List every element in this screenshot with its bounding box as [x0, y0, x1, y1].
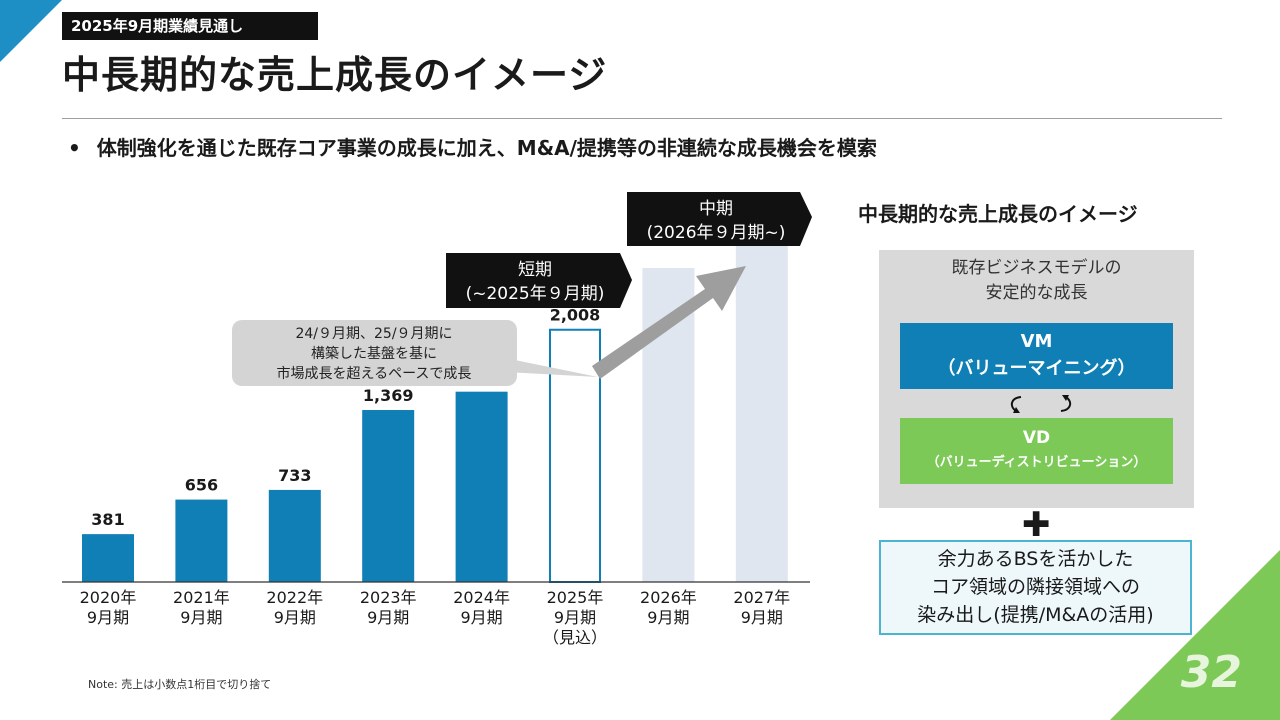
bar-3	[268, 489, 321, 582]
bullet-text: 体制強化を通じた既存コア事業の成長に加え、M&A/提携等の非連続な成長機会を模索	[96, 136, 877, 160]
x-tick-label-4-1: 2023年	[360, 588, 417, 607]
speech-bubble: 24/９月期、25/９月期に 構築した基盤を基に 市場成長を超えるペースで成長	[232, 320, 598, 386]
cycle-arrows-icon	[1010, 395, 1072, 413]
bullet-point: • 体制強化を通じた既存コア事業の成長に加え、M&A/提携等の非連続な成長機会を模…	[68, 132, 877, 161]
vd-box: VD （バリューディストリビューション）	[900, 418, 1173, 484]
x-tick-label-8-1: 2027年	[733, 588, 790, 607]
vm-box: VM （バリューマイニング）	[900, 323, 1173, 389]
x-tick-label-4-2: 9月期	[367, 608, 409, 627]
callout-short-term: 短期 (~2025年９月期)	[446, 253, 632, 308]
bar-value-label-3: 733	[278, 466, 311, 485]
x-tick-label-7-1: 2026年	[640, 588, 697, 607]
page-title: 中長期的な売上成長のイメージ	[62, 53, 608, 97]
growth-arrow	[592, 266, 746, 379]
bar-value-label-4: 1,369	[363, 386, 414, 405]
existing-business-label: 既存ビジネスモデルの 安定的な成長	[879, 256, 1194, 306]
vd-title: VD	[1022, 428, 1051, 448]
existing-business-label-line-1: 既存ビジネスモデルの	[951, 258, 1122, 278]
x-tick-label-8-2: 9月期	[741, 608, 783, 627]
vm-title: VM	[1020, 331, 1053, 352]
footnote: Note: 売上は小数点1桁目で切り捨て	[88, 678, 272, 691]
corner-decoration-top-left	[0, 0, 62, 62]
callout-mid-title: 中期	[699, 199, 733, 219]
x-tick-label-5-2: 9月期	[461, 608, 503, 627]
adjacent-expansion-line-2: コア領域の隣接領域への	[930, 576, 1140, 598]
plus-icon: ✚	[1022, 505, 1051, 545]
bar-1	[82, 534, 134, 582]
x-tick-label-5-1: 2024年	[453, 588, 510, 607]
section-tag: 2025年9月期業績見通し	[62, 12, 318, 40]
x-tick-label-3-1: 2022年	[266, 588, 323, 607]
bar-5	[455, 391, 508, 582]
bubble-line-1: 24/９月期、25/９月期に	[295, 326, 452, 342]
title-divider	[62, 118, 1222, 119]
callout-short-period: (~2025年９月期)	[466, 284, 605, 304]
bullet-dot: •	[68, 136, 81, 160]
vd-subtitle: （バリューディストリビューション）	[926, 455, 1147, 470]
bar-2	[175, 499, 228, 582]
x-tick-label-1-1: 2020年	[80, 588, 137, 607]
x-tick-label-3-2: 9月期	[274, 608, 316, 627]
right-panel-title: 中長期的な売上成長のイメージ	[858, 202, 1138, 226]
page-number: 32	[1180, 647, 1242, 698]
bar-4	[362, 410, 415, 582]
bubble-line-2: 構築した基盤を基に	[311, 345, 437, 362]
x-tick-label-6-1: 2025年	[547, 588, 604, 607]
bar-value-label-6: 2,008	[550, 306, 601, 325]
adjacent-expansion-line-3: 染み出し(提携/M&Aの活用)	[917, 604, 1154, 626]
x-tick-label-2-1: 2021年	[173, 588, 230, 607]
bar-8	[735, 230, 788, 582]
x-tick-label-1-2: 9月期	[87, 608, 129, 627]
adjacent-expansion-line-1: 余力あるBSを活かした	[937, 548, 1134, 570]
bubble-line-3: 市場成長を超えるペースで成長	[277, 365, 472, 382]
callout-short-title: 短期	[518, 260, 552, 280]
x-tick-label-6-3: （見込）	[543, 628, 607, 647]
x-tick-label-6-2: 9月期	[554, 608, 596, 627]
x-tick-label-7-2: 9月期	[647, 608, 689, 627]
adjacent-expansion-box: 余力あるBSを活かした コア領域の隣接領域への 染み出し(提携/M&Aの活用)	[879, 540, 1192, 635]
callout-mid-period: (2026年９月期~)	[647, 223, 786, 243]
vm-subtitle: （バリューマイニング）	[937, 358, 1136, 379]
bar-value-label-2: 656	[185, 476, 218, 495]
callout-mid-term: 中期 (2026年９月期~)	[627, 192, 812, 246]
bar-value-label-1: 381	[91, 510, 124, 529]
x-tick-label-2-2: 9月期	[180, 608, 222, 627]
existing-business-label-line-2: 安定的な成長	[985, 283, 1088, 303]
revenue-bar-chart: 3812020年9月期6562021年9月期7332022年9月期1,36920…	[62, 192, 812, 647]
bar-6	[549, 328, 601, 583]
